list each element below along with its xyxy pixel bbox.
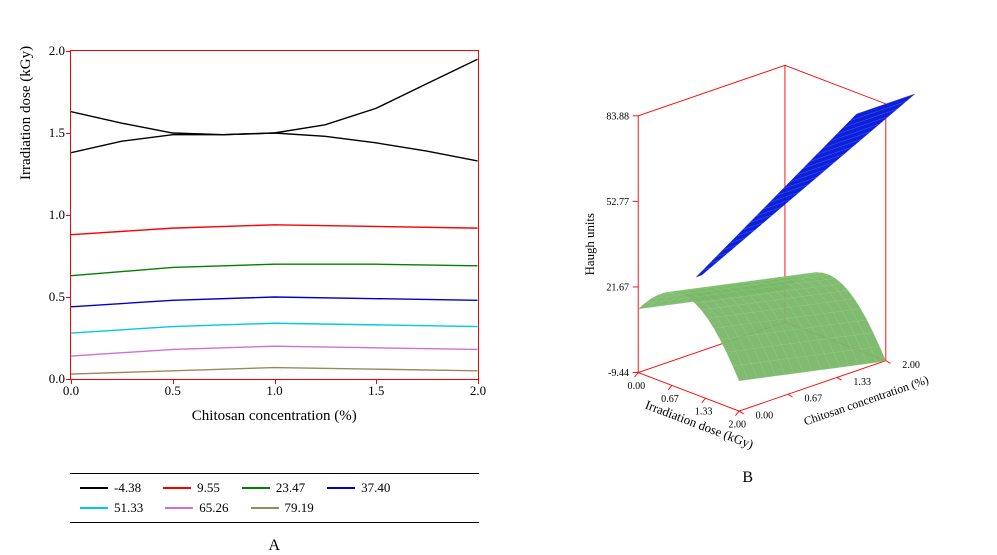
z-axis-label: Haugh units: [583, 213, 597, 275]
legend-label: 23.47: [276, 480, 305, 496]
svg-text:0.67: 0.67: [804, 394, 822, 405]
svg-text:21.67: 21.67: [606, 283, 629, 294]
svg-text:-9.44: -9.44: [608, 368, 629, 379]
legend-swatch: [165, 507, 193, 509]
panel-b-label: B: [519, 469, 978, 487]
legend-item: 65.26: [165, 500, 228, 516]
legend-swatch: [80, 487, 108, 489]
figure-container: Irradiation dose (kGy) 0.00.51.01.52.00.…: [0, 0, 997, 526]
contour-line: [71, 368, 478, 375]
surface-plot: -9.44 21.67 52.77 83.88 Haugh units 0.00 0.67 1…: [519, 20, 978, 450]
legend-swatch: [251, 507, 279, 509]
legend-label: 65.26: [199, 500, 228, 516]
panel-b: -9.44 21.67 52.77 83.88 Haugh units 0.00 0.67 1…: [499, 0, 997, 526]
contour-line: [71, 225, 478, 235]
contour-line: [71, 59, 478, 134]
svg-text:2.00: 2.00: [902, 360, 920, 371]
legend-label: 9.55: [197, 480, 220, 496]
svg-text:52.77: 52.77: [606, 197, 629, 208]
contour-line: [71, 323, 478, 333]
legend-item: 79.19: [251, 500, 314, 516]
legend-item: 37.40: [327, 480, 390, 496]
contour-plot: 0.00.51.01.52.00.00.51.01.52.0: [70, 50, 479, 380]
legend-item: 51.33: [80, 500, 143, 516]
contour-line: [71, 346, 478, 356]
y-axis-label: Irradiation dose (kGy): [18, 46, 35, 180]
x-axis-label: Chitosan concentration (%): [70, 408, 479, 425]
legend-label: -4.38: [114, 480, 141, 496]
legend-item: 23.47: [242, 480, 305, 496]
legend-swatch: [80, 507, 108, 509]
legend-swatch: [327, 487, 355, 489]
svg-text:0.00: 0.00: [627, 381, 645, 392]
contour-line: [71, 133, 478, 161]
legend-label: 37.40: [361, 480, 390, 496]
legend: -4.38 9.55 23.47 37.40 51.33 65.26 79.19: [70, 473, 479, 523]
legend-swatch: [242, 487, 270, 489]
panel-a-label: A: [70, 537, 479, 555]
panel-a: Irradiation dose (kGy) 0.00.51.01.52.00.…: [0, 0, 499, 526]
legend-label: 79.19: [285, 500, 314, 516]
legend-label: 51.33: [114, 500, 143, 516]
line-layer: [71, 51, 478, 379]
svg-text:0.00: 0.00: [755, 410, 773, 421]
legend-item: -4.38: [80, 480, 141, 496]
legend-item: 9.55: [163, 480, 220, 496]
svg-text:1.33: 1.33: [853, 377, 871, 388]
svg-text:83.88: 83.88: [606, 111, 629, 122]
legend-swatch: [163, 487, 191, 489]
contour-line: [71, 297, 478, 307]
contour-line: [71, 264, 478, 275]
